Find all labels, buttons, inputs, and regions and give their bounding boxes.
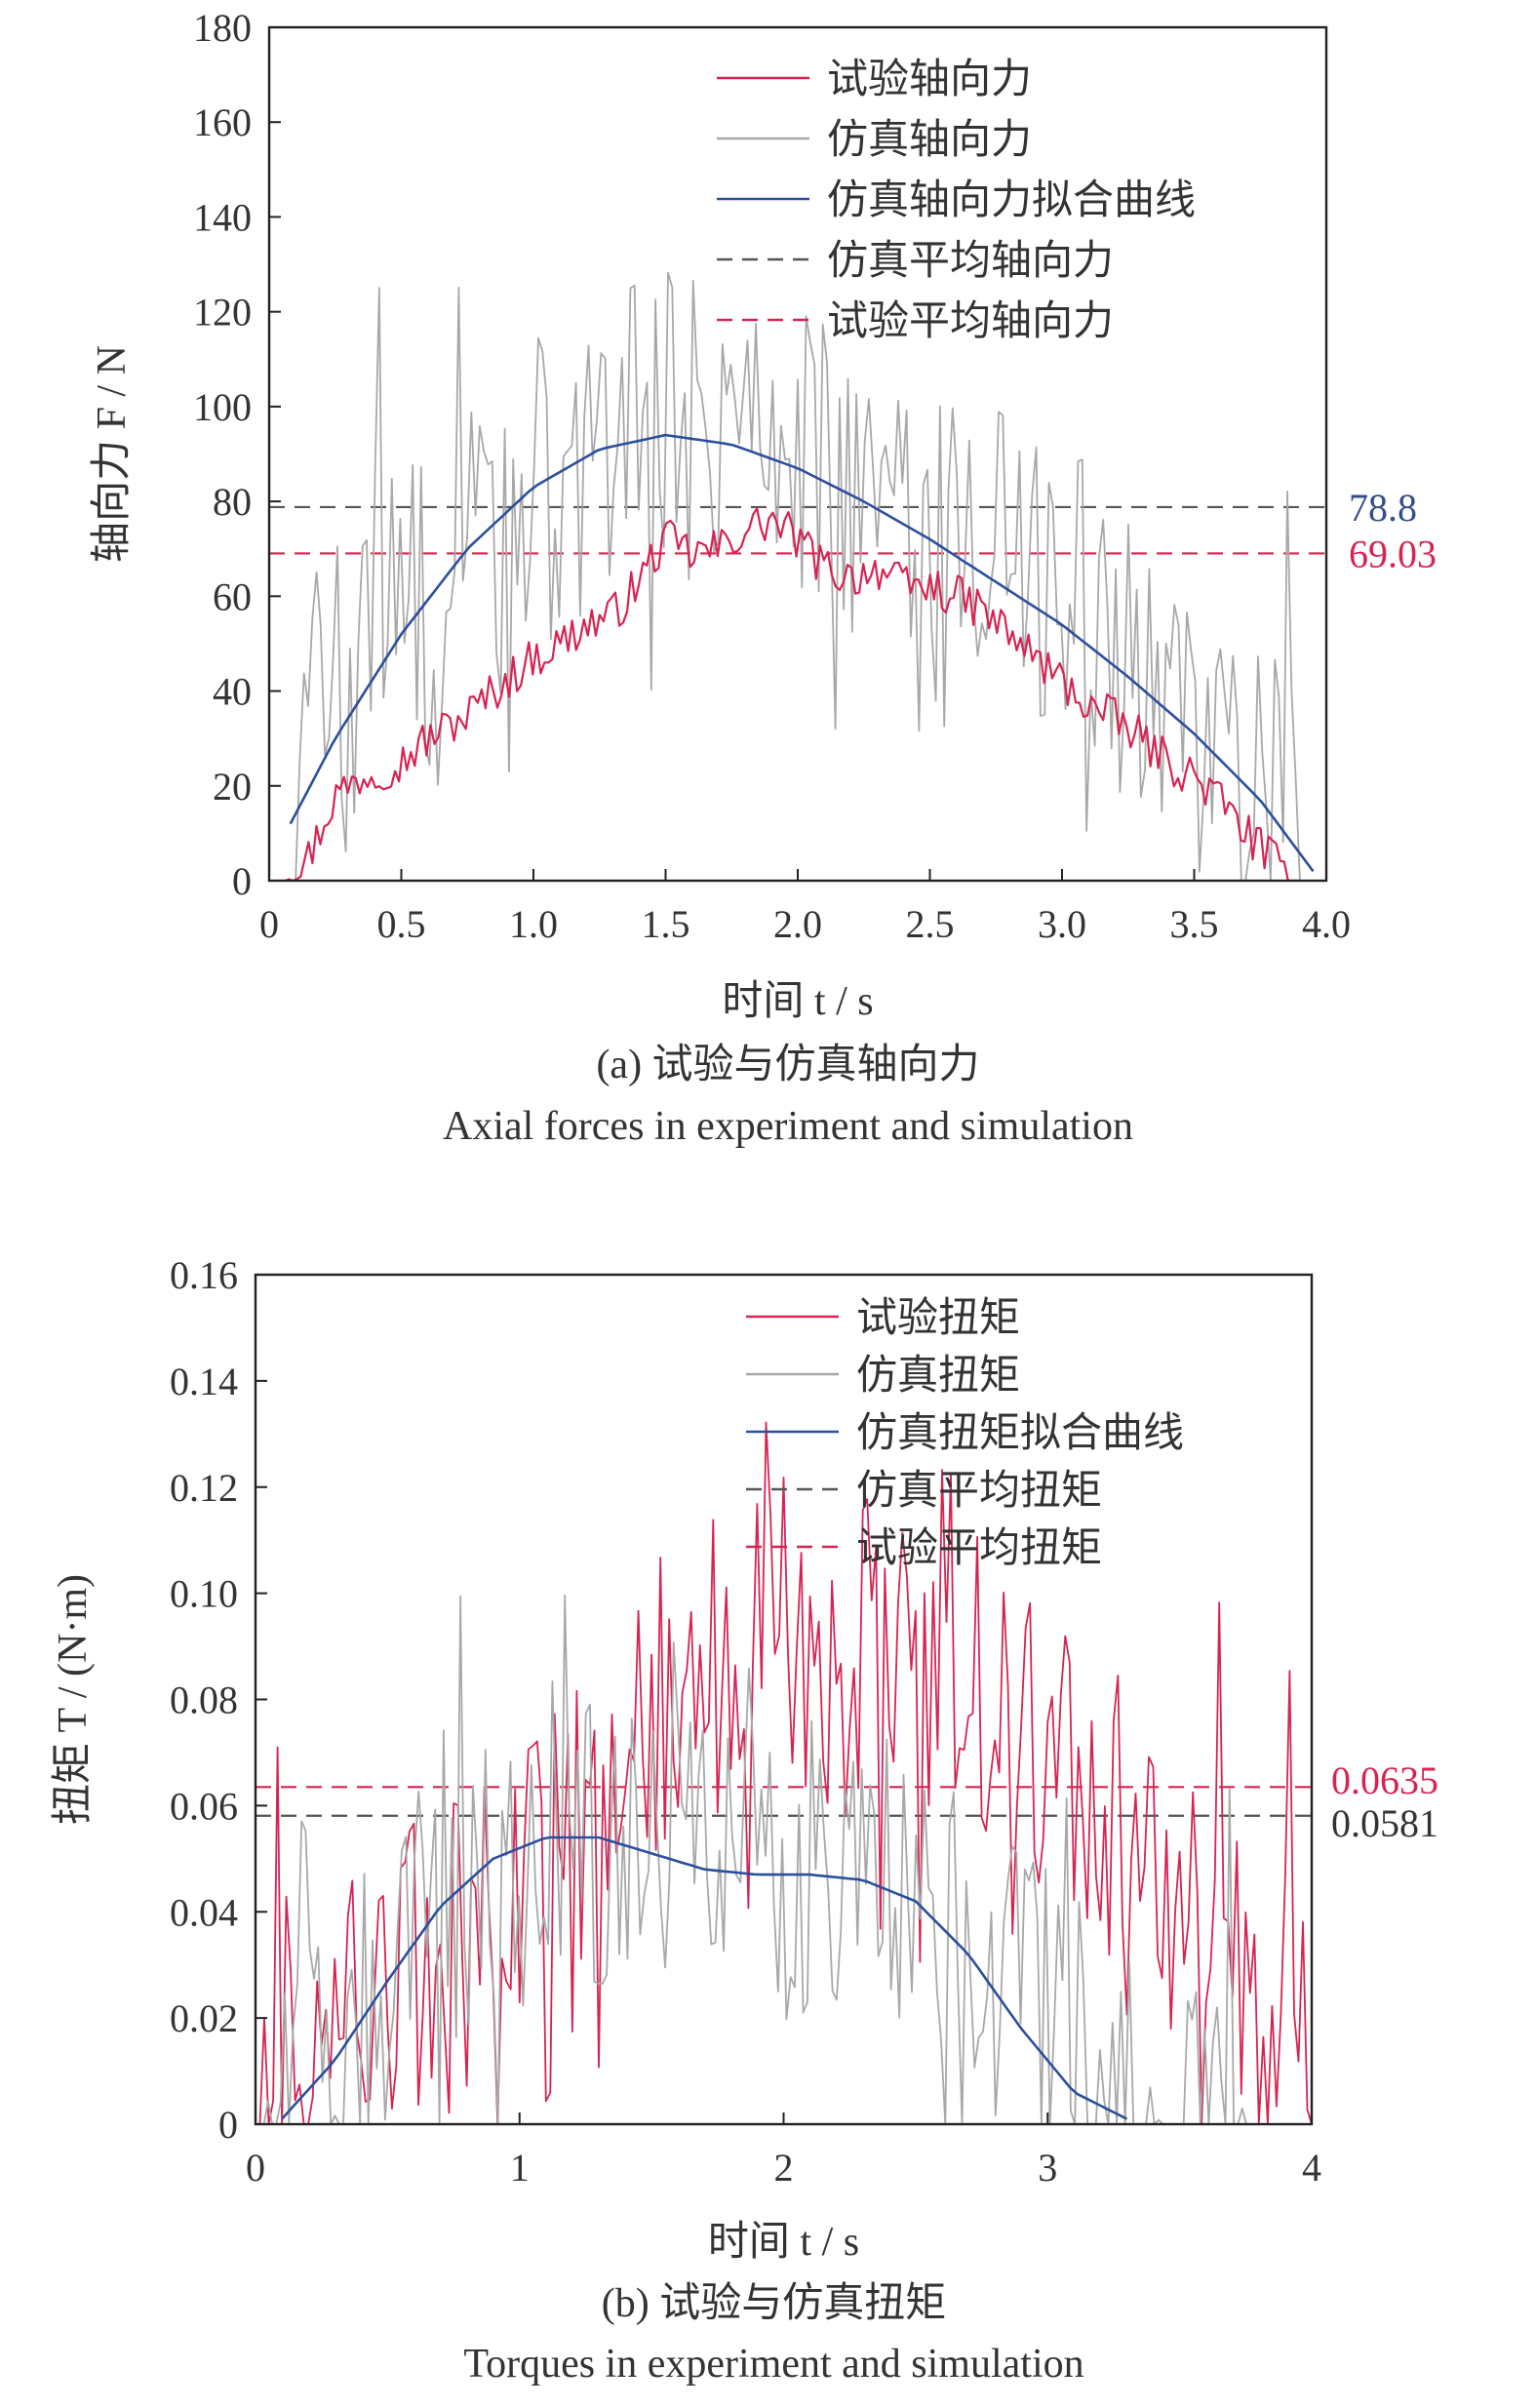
legend-label: 试验平均扭矩 bbox=[856, 1525, 1102, 1571]
x-tick-label: 2.0 bbox=[773, 902, 822, 946]
torque-chart: 0 1 2 3 4 0 0.02 0.04 0.06 0.08 0.10 0.12 0.14 0.16 试… bbox=[51, 1253, 1438, 2387]
y-tick-label: 0.02 bbox=[170, 1996, 238, 2040]
x-tick-label: 0 bbox=[259, 902, 279, 946]
x-axis-title: 时间 t / s bbox=[722, 979, 873, 1024]
series-3-line bbox=[289, 433, 1315, 873]
y-tick-label: 0.14 bbox=[170, 1360, 238, 1403]
y-tick-label: 100 bbox=[193, 385, 252, 429]
legend-label: 试验扭矩 bbox=[856, 1295, 1020, 1341]
x-tick-label: 3 bbox=[1038, 2146, 1057, 2190]
y-tick-label: 140 bbox=[193, 195, 252, 239]
caption-en: Torques in experiment and simulation bbox=[463, 2342, 1083, 2387]
y-tick-label: 0 bbox=[232, 859, 252, 903]
x-tick-label: 2 bbox=[774, 2146, 794, 2190]
x-tick-label: 4 bbox=[1302, 2146, 1321, 2190]
y-axis-title: 扭矩 T / (N·m) bbox=[51, 1574, 96, 1825]
legend-label: 仿真平均扭矩 bbox=[856, 1469, 1102, 1514]
series-3-line bbox=[281, 1836, 1128, 2120]
mean-value-label: 0.0635 bbox=[1331, 1758, 1438, 1802]
y-tick-label: 40 bbox=[213, 670, 252, 714]
x-tick-label: 4.0 bbox=[1302, 902, 1351, 946]
y-tick-label: 120 bbox=[193, 291, 252, 335]
y-tick-label: 60 bbox=[213, 574, 252, 618]
y-tick-label: 160 bbox=[193, 100, 252, 144]
legend-label: 试验平均轴向力 bbox=[827, 298, 1114, 344]
x-tick-label: 1.5 bbox=[642, 902, 690, 946]
plot-frame bbox=[267, 25, 1328, 883]
x-tick-label: 0.5 bbox=[377, 902, 426, 946]
series-1-line bbox=[277, 507, 1300, 881]
mean-value-label: 78.8 bbox=[1349, 486, 1417, 530]
x-tick-label: 3.0 bbox=[1038, 902, 1086, 946]
legend-label: 试验轴向力 bbox=[827, 57, 1032, 102]
x-tick-label: 0 bbox=[246, 2146, 265, 2190]
caption-en: Axial forces in experiment and simulatio… bbox=[443, 1104, 1133, 1149]
series-2-line bbox=[256, 1594, 1259, 2124]
x-tick-label: 2.5 bbox=[906, 902, 955, 946]
legend-label: 仿真扭矩拟合曲线 bbox=[856, 1411, 1184, 1456]
legend-label: 仿真轴向力 bbox=[827, 118, 1032, 163]
legend-label: 仿真平均轴向力 bbox=[827, 239, 1114, 284]
y-axis-title: 轴向力 F / N bbox=[90, 345, 135, 563]
x-tick-label: 3.5 bbox=[1170, 902, 1219, 946]
y-tick-label: 0.04 bbox=[170, 1890, 238, 1934]
caption-cn: (b) 试验与仿真扭矩 bbox=[602, 2280, 946, 2326]
plot-frame bbox=[254, 1273, 1314, 2126]
y-tick-label: 0.16 bbox=[170, 1253, 238, 1297]
series-1-line bbox=[256, 1421, 1312, 2124]
x-tick-label: 1.0 bbox=[509, 902, 558, 946]
series-2-line bbox=[295, 271, 1301, 881]
legend-label: 仿真轴向力拟合曲线 bbox=[827, 178, 1196, 223]
legend-label: 仿真扭矩 bbox=[856, 1354, 1020, 1399]
axial-force-chart: 0 0.5 1.0 1.5 2.0 2.5 3.0 3.5 4.0 0 20 40 60 80 100 120… bbox=[90, 6, 1437, 1149]
mean-value-label: 69.03 bbox=[1349, 532, 1437, 575]
x-axis-title: 时间 t / s bbox=[708, 2220, 859, 2265]
x-tick-label: 1 bbox=[510, 2146, 530, 2190]
y-tick-label: 80 bbox=[213, 480, 252, 524]
y-tick-label: 0.10 bbox=[170, 1572, 238, 1616]
y-tick-label: 180 bbox=[193, 6, 252, 50]
y-tick-label: 20 bbox=[213, 765, 252, 809]
y-tick-label: 0.12 bbox=[170, 1466, 238, 1510]
mean-value-label: 0.0581 bbox=[1331, 1801, 1438, 1845]
caption-cn: (a) 试验与仿真轴向力 bbox=[596, 1042, 979, 1087]
y-tick-label: 0 bbox=[218, 2103, 238, 2147]
y-tick-label: 0.08 bbox=[170, 1678, 238, 1722]
y-tick-label: 0.06 bbox=[170, 1784, 238, 1828]
